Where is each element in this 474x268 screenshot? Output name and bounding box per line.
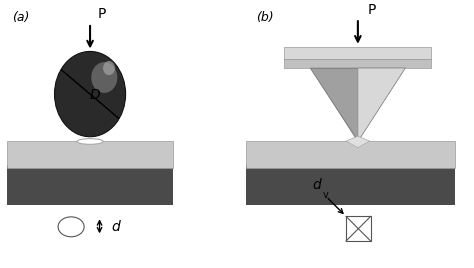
- Ellipse shape: [55, 51, 126, 137]
- Polygon shape: [284, 58, 431, 68]
- Ellipse shape: [77, 139, 103, 144]
- Polygon shape: [346, 136, 370, 148]
- FancyBboxPatch shape: [346, 216, 371, 241]
- Polygon shape: [284, 47, 431, 58]
- FancyBboxPatch shape: [246, 142, 455, 168]
- Polygon shape: [310, 68, 358, 142]
- FancyBboxPatch shape: [7, 165, 173, 206]
- Ellipse shape: [58, 217, 84, 237]
- Text: (b): (b): [256, 11, 273, 24]
- FancyBboxPatch shape: [246, 165, 455, 206]
- Text: D: D: [90, 88, 100, 102]
- Text: d: d: [312, 178, 321, 192]
- Polygon shape: [358, 68, 405, 142]
- Polygon shape: [310, 68, 405, 142]
- Ellipse shape: [103, 61, 115, 75]
- Text: v: v: [322, 190, 328, 200]
- Text: (a): (a): [12, 11, 29, 24]
- FancyBboxPatch shape: [7, 142, 173, 168]
- Text: P: P: [368, 3, 376, 17]
- Text: P: P: [98, 7, 106, 21]
- Text: d: d: [111, 220, 120, 234]
- Ellipse shape: [91, 62, 118, 93]
